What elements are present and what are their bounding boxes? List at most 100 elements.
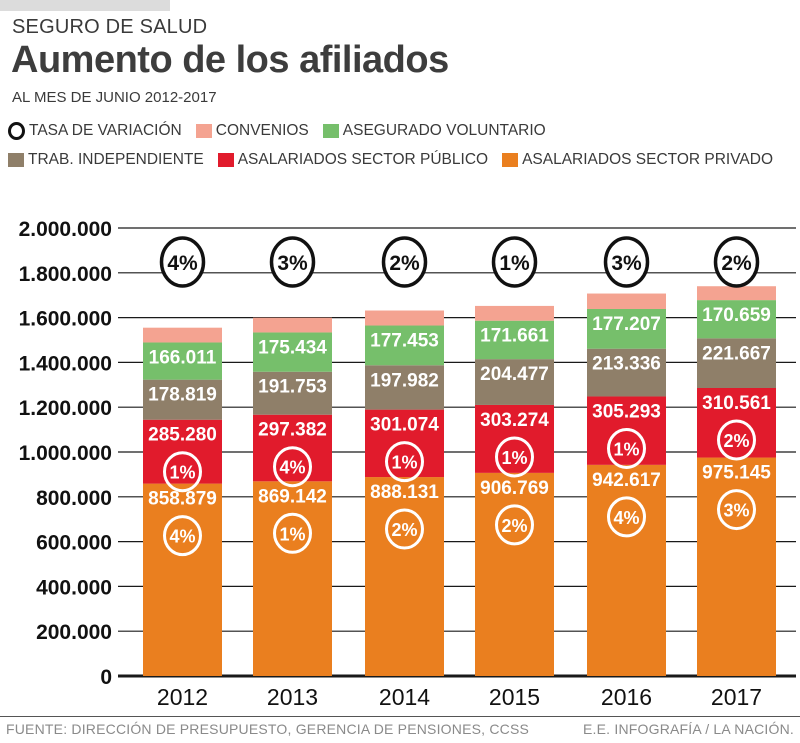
x-tick-label: 2017	[711, 684, 762, 710]
bar-segment	[143, 327, 222, 343]
total-rate-circle	[159, 236, 206, 288]
bar-segment	[253, 481, 332, 676]
total-rate-circle	[269, 236, 316, 288]
data-label: 191.753	[258, 377, 327, 398]
total-rate-label: 3%	[611, 252, 642, 275]
y-tick-label: 200.000	[36, 621, 112, 644]
data-label: 177.207	[592, 314, 661, 335]
bar-segment	[253, 332, 332, 372]
y-tick-label: 600.000	[36, 532, 112, 555]
total-rate-circle	[603, 236, 650, 288]
legend-label: TRAB. INDEPENDIENTE	[28, 151, 204, 168]
legend-item-rate: TASA DE VARIACIÓN	[8, 122, 182, 140]
y-tick-label: 0	[100, 666, 112, 689]
rate-label: 1%	[391, 453, 417, 473]
rate-circle	[385, 508, 424, 550]
data-label: 942.617	[592, 470, 661, 491]
bar-segment	[697, 388, 776, 458]
rate-circle	[385, 441, 424, 483]
bar-segment	[253, 317, 332, 333]
x-tick-label: 2016	[601, 684, 652, 710]
y-tick-label: 1.600.000	[19, 308, 112, 331]
data-label: 858.879	[148, 489, 217, 510]
rate-label: 1%	[279, 524, 305, 544]
legend-label: ASALARIADOS SECTOR PRIVADO	[522, 151, 774, 168]
legend-swatch	[8, 153, 24, 167]
legend-row-2: TRAB. INDEPENDIENTE ASALARIADOS SECTOR P…	[8, 151, 787, 169]
rate-label: 4%	[279, 458, 305, 478]
rate-circle	[717, 489, 756, 531]
rate-circle	[495, 504, 534, 546]
data-label: 175.434	[258, 337, 327, 358]
footer-divider	[0, 716, 800, 717]
y-tick-label: 800.000	[36, 487, 112, 510]
data-label: 301.074	[370, 415, 439, 436]
legend-item-publico: ASALARIADOS SECTOR PÚBLICO	[217, 151, 489, 169]
bar-segment	[587, 293, 666, 309]
total-rate-label: 3%	[277, 252, 308, 275]
y-tick-label: 1.400.000	[19, 352, 112, 375]
legend-swatch	[217, 153, 234, 167]
data-label: 178.819	[148, 385, 217, 406]
y-tick-label: 1.200.000	[19, 397, 112, 420]
kicker: SEGURO DE SALUD	[12, 16, 208, 38]
rate-label: 1%	[169, 463, 195, 483]
chart-title: Aumento de los afiliados	[11, 39, 449, 81]
data-label: 177.453	[370, 331, 439, 352]
rate-circle	[273, 512, 312, 554]
legend-item-voluntario: ASEGURADO VOLUNTARIO	[322, 122, 546, 140]
x-tick-label: 2013	[267, 684, 318, 710]
bar-segment	[587, 348, 666, 397]
data-label: 305.293	[592, 401, 661, 422]
data-label: 297.382	[258, 420, 327, 441]
bar-segment	[365, 477, 444, 676]
legend-swatch	[502, 153, 519, 167]
rate-circle	[717, 419, 756, 461]
legend-label: CONVENIOS	[215, 122, 309, 139]
data-label: 170.659	[702, 305, 771, 326]
rate-label: 2%	[391, 520, 417, 540]
data-label: 303.274	[480, 410, 549, 431]
legend-item-convenios: CONVENIOS	[195, 122, 309, 140]
bar-segment	[697, 338, 776, 389]
rate-circle	[607, 496, 646, 538]
legend-label: TASA DE VARIACIÓN	[29, 122, 182, 139]
rate-label: 4%	[169, 527, 195, 547]
data-label: 975.145	[702, 463, 771, 484]
bar-segment	[475, 472, 554, 676]
rate-label: 2%	[723, 431, 749, 451]
rate-circle	[163, 515, 202, 557]
legend-row-1: TASA DE VARIACIÓN CONVENIOS ASEGURADO VO…	[8, 122, 560, 140]
source-note: FUENTE: DIRECCIÓN DE PRESUPUESTO, GERENC…	[6, 721, 530, 737]
rate-label: 1%	[613, 439, 639, 459]
legend-label: ASEGURADO VOLUNTARIO	[342, 122, 546, 139]
rate-circle	[607, 427, 646, 469]
total-rate-circle	[713, 236, 760, 288]
bar-segment	[365, 310, 444, 326]
x-tick-label: 2014	[379, 684, 430, 710]
stacked-bar-chart: 0 200.000 400.000 600.000 800.000 1.000.000 1.…	[19, 218, 796, 710]
bar-segment	[475, 305, 554, 321]
y-tick-label: 400.000	[36, 576, 112, 599]
bar-segment	[475, 320, 554, 360]
data-label: 213.336	[592, 354, 661, 375]
rate-label: 4%	[613, 508, 639, 528]
legend-swatch	[322, 124, 339, 138]
bar-segment	[697, 300, 776, 339]
total-rate-label: 4%	[167, 252, 198, 275]
top-decorative-bar	[0, 0, 170, 11]
bar-segment	[587, 464, 666, 676]
y-tick-label: 2.000.000	[19, 218, 112, 241]
data-label: 197.982	[370, 370, 439, 391]
legend-label: ASALARIADOS SECTOR PÚBLICO	[237, 151, 489, 168]
chart-subtitle: AL MES DE JUNIO 2012-2017	[12, 89, 217, 106]
legend-item-independiente: TRAB. INDEPENDIENTE	[8, 151, 204, 169]
rate-label: 1%	[501, 448, 527, 468]
bar-segment	[253, 371, 332, 415]
bar-segment	[143, 379, 222, 420]
rate-circle	[273, 446, 312, 488]
rate-circle	[163, 451, 202, 493]
data-label: 869.142	[258, 486, 327, 507]
bar-segment	[365, 325, 444, 366]
x-tick-label: 2012	[157, 684, 208, 710]
